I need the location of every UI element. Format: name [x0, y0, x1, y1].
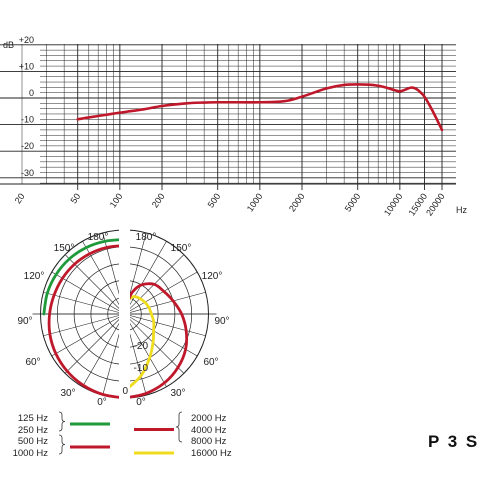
x-tick-label: 1000 — [245, 191, 265, 213]
y-tick-label: 0 — [29, 88, 34, 98]
legend-label: 500 Hz — [18, 436, 48, 447]
legend-label: 1000 Hz — [13, 448, 49, 459]
legend-label: 4000 Hz — [191, 425, 227, 436]
polar-angle-label: 90° — [17, 316, 32, 327]
polar-spoke — [124, 313, 167, 387]
legend-label: 125 Hz — [18, 413, 48, 424]
model-name: P 3 S — [428, 432, 480, 451]
polar-series-line — [123, 295, 156, 393]
polar-series-line — [42, 238, 126, 316]
x-tick-label: 50 — [68, 191, 82, 205]
polar-spoke — [124, 271, 198, 315]
polar-spoke — [43, 291, 125, 315]
x-tick-label: 2000 — [287, 191, 307, 213]
polar-angle-label: 180° — [136, 232, 157, 243]
polar-labels: 180° 180° 150° 150° 120° 120° 90° 90° 60° 60° 30° 3… — [17, 232, 229, 408]
polar-angle-label: 90° — [214, 316, 229, 327]
polar-angle-label: 0° — [136, 397, 146, 408]
legend-brace — [175, 411, 183, 443]
polar-angle-label: 60° — [25, 357, 40, 368]
frequency-series — [76, 83, 444, 132]
legend-label: 2000 Hz — [191, 413, 227, 424]
polar-pattern-chart: 180° 180° 150° 150° 120° 120° 90° 90° 60° 60° 30° 3… — [17, 229, 230, 408]
polar-series-line — [123, 282, 189, 400]
polar-radial-label: -10 — [134, 363, 149, 374]
x-tick-label: 5000 — [343, 191, 363, 213]
frequency-response-chart: dB +20+100-10-20-30 20 50 100 200 500 1000 200… — [0, 35, 467, 218]
polar-center-gap — [119, 229, 130, 403]
y-tick-label: -20 — [21, 141, 34, 151]
polar-angle-label: 120° — [202, 271, 223, 282]
polar-spoke — [64, 313, 125, 374]
x-tick-label: 20000 — [424, 191, 447, 217]
polar-angle-label: 60° — [203, 357, 218, 368]
y-tick-labels: +20 +10 0 -10 -20 -30 — [19, 35, 34, 178]
polar-angle-label: 120° — [24, 271, 45, 282]
x-tick-label: 500 — [206, 191, 223, 209]
polar-spoke — [82, 313, 125, 387]
polar-angle-label: 180° — [88, 232, 109, 243]
y-tick-label: -10 — [21, 115, 34, 125]
polar-spoke — [124, 291, 206, 315]
polar-spoke — [51, 271, 125, 315]
x-tick-label: 20 — [13, 191, 27, 205]
polar-spoke — [43, 313, 125, 337]
frequency-response-line — [76, 83, 444, 132]
x-tick-label: 100 — [108, 191, 125, 209]
polar-radial-label: 0 — [122, 386, 128, 397]
polar-angle-label: 30° — [60, 388, 75, 399]
legend-label: 16000 Hz — [191, 448, 232, 459]
polar-series-line — [47, 244, 126, 400]
y-tick-label: +20 — [19, 35, 34, 45]
polar-angle-label: 150° — [171, 243, 192, 254]
polar-spoke — [51, 313, 125, 357]
frequency-grid — [0, 44, 456, 190]
legend-brace — [58, 411, 66, 432]
legend-label: 8000 Hz — [191, 436, 227, 447]
polar-spoke — [124, 241, 167, 315]
polar-spoke — [124, 313, 206, 337]
x-tick-label: 200 — [150, 191, 167, 209]
polar-radial-label: -20 — [134, 341, 149, 352]
polar-spoke — [82, 241, 125, 315]
legend-label: 250 Hz — [18, 425, 48, 436]
polar-angle-label: 150° — [54, 243, 75, 254]
x-axis-unit: Hz — [456, 205, 467, 215]
y-tick-label: -30 — [21, 168, 34, 178]
x-tick-label: 10000 — [382, 191, 405, 217]
legend-brace — [58, 434, 66, 455]
polar-angle-label: 30° — [170, 388, 185, 399]
y-tick-label: +10 — [19, 61, 34, 71]
polar-angle-label: 0° — [97, 397, 107, 408]
polar-series — [42, 238, 189, 400]
